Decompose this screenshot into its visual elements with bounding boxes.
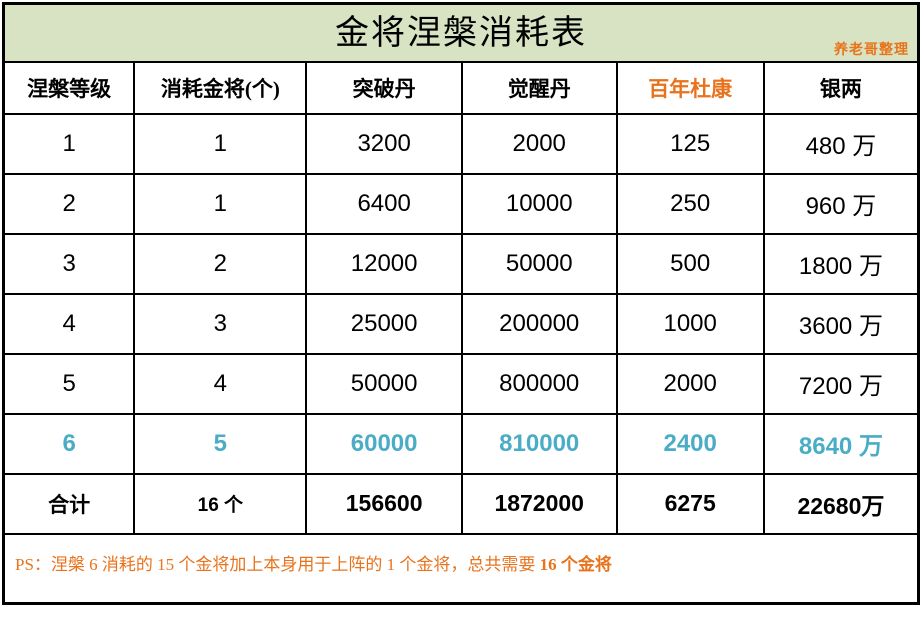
cell-awakening: 50000 xyxy=(460,232,618,295)
cell-level: 6 xyxy=(2,412,136,475)
cell-generals: 1 xyxy=(133,172,308,235)
table-row-level-1: 1 1 3200 2000 125 480 万 xyxy=(2,112,920,175)
cell-breakthrough: 6400 xyxy=(305,172,463,235)
page-title: 金将涅槃消耗表 xyxy=(335,14,587,52)
cell-awakening: 200000 xyxy=(460,292,618,355)
cell-generals: 5 xyxy=(133,412,308,475)
ps-note: PS：涅槃 6 消耗的 15 个金将加上本身用于上阵的 1 个金将，总共需要 1… xyxy=(2,532,920,605)
cell-silver: 1800 万 xyxy=(762,232,920,295)
table-row-level-5: 5 4 50000 800000 2000 7200 万 xyxy=(2,352,920,415)
cell-level: 4 xyxy=(2,292,136,355)
cell-awakening: 810000 xyxy=(460,412,618,475)
total-breakthrough: 156600 xyxy=(305,472,463,535)
ps-note-bold-text: 16 个金将 xyxy=(539,554,612,574)
cell-silver: 960 万 xyxy=(762,172,920,235)
table-header-row: 涅槃等级 消耗金将(个) 突破丹 觉醒丹 百年杜康 银两 xyxy=(2,60,920,115)
cell-dukang: 2000 xyxy=(615,352,765,415)
cell-level: 3 xyxy=(2,232,136,295)
table-row-level-2: 2 1 6400 10000 250 960 万 xyxy=(2,172,920,235)
cell-silver: 480 万 xyxy=(762,112,920,175)
cell-breakthrough: 50000 xyxy=(305,352,463,415)
total-label: 合计 xyxy=(2,472,136,535)
cell-awakening: 2000 xyxy=(460,112,618,175)
total-dukang: 6275 xyxy=(615,472,765,535)
table-row-level-6-highlighted: 6 5 60000 810000 2400 8640 万 xyxy=(2,412,920,475)
cell-breakthrough: 60000 xyxy=(305,412,463,475)
cell-dukang: 250 xyxy=(615,172,765,235)
cell-level: 1 xyxy=(2,112,136,175)
header-silver: 银两 xyxy=(762,60,920,115)
cell-dukang: 2400 xyxy=(615,412,765,475)
header-nirvana-level: 涅槃等级 xyxy=(2,60,136,115)
cell-generals: 1 xyxy=(133,112,308,175)
cell-breakthrough: 25000 xyxy=(305,292,463,355)
table-row-level-3: 3 2 12000 50000 500 1800 万 xyxy=(2,232,920,295)
header-dukang-wine: 百年杜康 xyxy=(615,60,765,115)
header-generals-consumed: 消耗金将(个) xyxy=(133,60,308,115)
cell-generals: 4 xyxy=(133,352,308,415)
total-silver: 22680万 xyxy=(762,472,920,535)
header-awakening-pill: 觉醒丹 xyxy=(460,60,618,115)
cell-awakening: 800000 xyxy=(460,352,618,415)
cell-dukang: 500 xyxy=(615,232,765,295)
note-row: PS：涅槃 6 消耗的 15 个金将加上本身用于上阵的 1 个金将，总共需要 1… xyxy=(2,532,920,605)
title-band: 金将涅槃消耗表 养老哥整理 xyxy=(2,2,920,63)
cell-level: 2 xyxy=(2,172,136,235)
cell-dukang: 125 xyxy=(615,112,765,175)
ps-note-text: PS：涅槃 6 消耗的 15 个金将加上本身用于上阵的 1 个金将，总共需要 xyxy=(15,554,540,574)
cell-dukang: 1000 xyxy=(615,292,765,355)
nirvana-cost-table: 金将涅槃消耗表 养老哥整理 涅槃等级 消耗金将(个) 突破丹 觉醒丹 百年杜康 … xyxy=(2,2,920,605)
cell-generals: 2 xyxy=(133,232,308,295)
total-awakening: 1872000 xyxy=(460,472,618,535)
total-generals: 16 个 xyxy=(133,472,308,535)
cell-awakening: 10000 xyxy=(460,172,618,235)
cell-breakthrough: 12000 xyxy=(305,232,463,295)
cell-silver: 7200 万 xyxy=(762,352,920,415)
table-row-level-4: 4 3 25000 200000 1000 3600 万 xyxy=(2,292,920,355)
cell-breakthrough: 3200 xyxy=(305,112,463,175)
header-breakthrough-pill: 突破丹 xyxy=(305,60,463,115)
cell-generals: 3 xyxy=(133,292,308,355)
table-row-total: 合计 16 个 156600 1872000 6275 22680万 xyxy=(2,472,920,535)
cell-silver: 8640 万 xyxy=(762,412,920,475)
credit-text: 养老哥整理 xyxy=(834,42,909,58)
cell-level: 5 xyxy=(2,352,136,415)
cell-silver: 3600 万 xyxy=(762,292,920,355)
title-row: 金将涅槃消耗表 养老哥整理 xyxy=(2,2,920,63)
